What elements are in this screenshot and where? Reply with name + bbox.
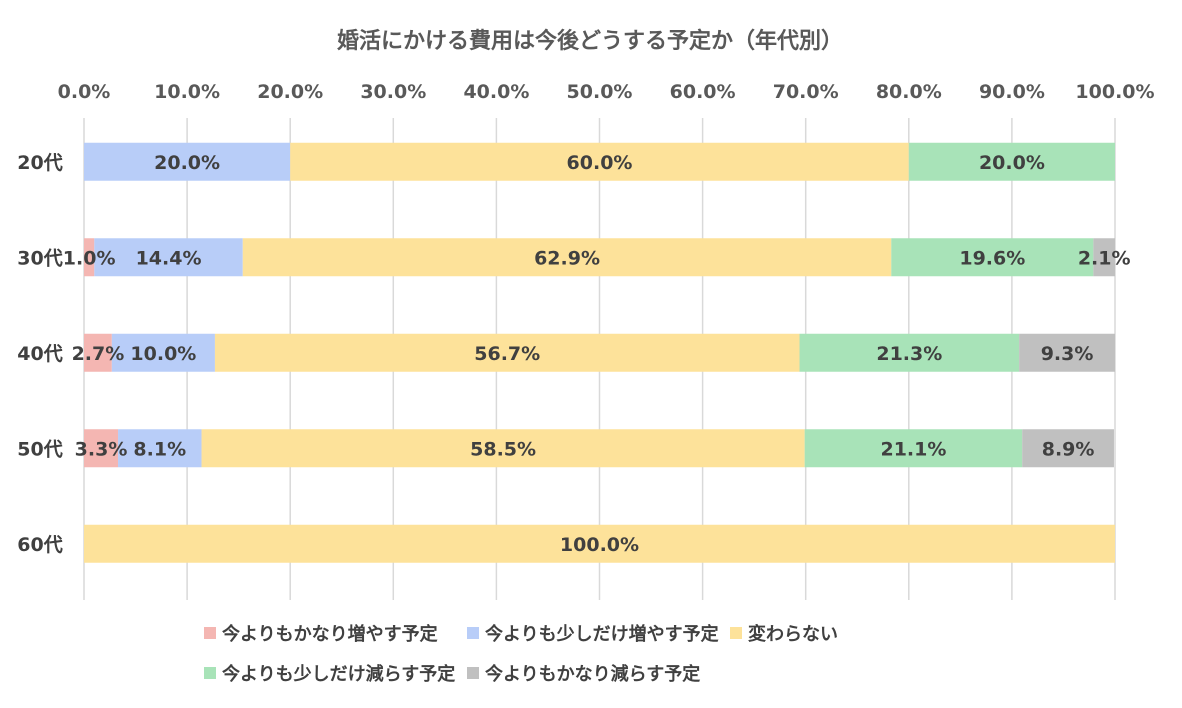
bar-segment [908,142,1115,181]
x-tick-label: 80.0% [876,81,942,103]
data-label: 10.0% [130,343,196,365]
bar-segment [201,429,805,468]
data-labels: 20.0% 60.0% 20.0% 1.0% 14.4% 62.9% 19.6% 2.1% 2.… [63,152,1131,556]
data-label: 20.0% [979,152,1045,174]
x-tick-label: 0.0% [58,81,111,103]
x-tick-label: 40.0% [463,81,529,103]
legend-label: 今よりもかなり増やす予定 [222,623,438,645]
bar-segment [290,142,909,181]
bar-segment [84,429,119,468]
bar-segment [84,142,291,181]
x-tick-label: 90.0% [979,81,1045,103]
legend-item: 今よりもかなり増やす予定 [204,623,438,645]
x-axis-ticks: 0.0% 10.0% 20.0% 30.0% 40.0% 50.0% 60.0% 70.0% 8… [58,81,1155,103]
legend-swatch [467,667,479,679]
legend-label: 今よりも少しだけ増やす予定 [485,623,719,645]
category-label: 30代 [17,247,62,269]
data-label: 14.4% [136,247,202,269]
bar-segment [94,238,243,277]
data-label: 58.5% [470,438,536,460]
data-label: 8.9% [1042,438,1095,460]
bar-segment [891,238,1094,277]
category-label: 60代 [17,534,62,556]
data-label: 19.6% [959,247,1025,269]
bar-segment [804,429,1023,468]
legend-swatch [467,627,479,639]
legend: 今よりもかなり増やす予定 今よりも少しだけ増やす予定 変わらない今よりも少しだけ減ら… [204,623,838,685]
legend-item: 変わらない [730,623,838,645]
bar-segment [1019,333,1115,372]
data-label: 56.7% [474,343,540,365]
legend-swatch [204,667,216,679]
bar-segment [84,238,95,277]
data-label: 9.3% [1041,343,1094,365]
data-label: 1.0% [63,247,116,269]
legend-label: 今よりもかなり減らす予定 [485,663,700,685]
category-label: 50代 [17,438,62,460]
bar-segment [84,524,1115,563]
category-label: 20代 [17,152,62,174]
data-label: 60.0% [567,152,633,174]
data-label: 8.1% [133,438,186,460]
data-label: 20.0% [154,152,220,174]
legend-item: 今よりも少しだけ増やす予定 [467,623,719,645]
legend-item: 今よりも少しだけ減らす予定 [204,663,455,685]
data-label: 2.1% [1078,247,1131,269]
category-labels: 20代 30代 40代 50代 60代 [17,152,62,556]
x-tick-label: 10.0% [154,81,220,103]
bar-segment [118,429,202,468]
legend-item: 今よりもかなり減らす予定 [467,663,700,685]
legend-swatch [730,627,742,639]
x-tick-label: 50.0% [567,81,633,103]
data-label: 62.9% [534,247,600,269]
bar-segment [84,333,112,372]
chart-title: 婚活にかける費用は今後どうする予定か（年代別） [337,28,843,54]
data-label: 2.7% [72,343,125,365]
legend-swatch [204,627,216,639]
x-tick-label: 20.0% [257,81,323,103]
bar-segment [799,333,1020,372]
x-tick-label: 60.0% [670,81,736,103]
data-label: 21.3% [876,343,942,365]
legend-label: 今よりも少しだけ減らす予定 [222,663,455,685]
bar-segment [111,333,215,372]
x-tick-label: 100.0% [1075,81,1154,103]
bar-segment [1093,238,1115,277]
bar-segment [242,238,892,277]
bar-segments [84,142,1115,563]
bar-segment [214,333,800,372]
data-label: 3.3% [75,438,128,460]
legend-label: 変わらない [748,623,838,645]
x-tick-label: 70.0% [773,81,839,103]
data-label: 100.0% [560,534,639,556]
bar-segment [1022,429,1114,468]
data-label: 21.1% [880,438,946,460]
x-tick-label: 30.0% [360,81,426,103]
category-label: 40代 [17,343,62,365]
